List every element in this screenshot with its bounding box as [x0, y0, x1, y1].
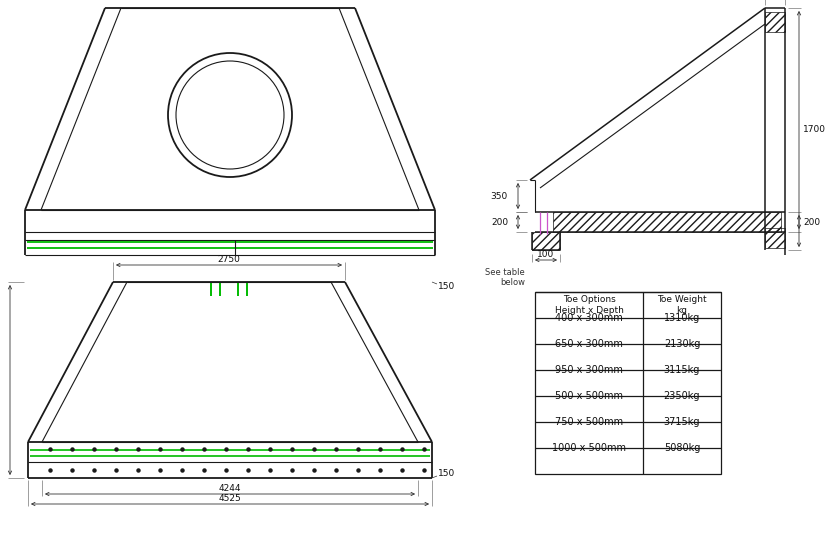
Text: 1310kg: 1310kg: [663, 313, 700, 323]
Bar: [764, 12, 784, 32]
Bar: [534, 292, 720, 474]
Text: 650 x 300mm: 650 x 300mm: [555, 339, 622, 349]
Text: 1000 x 500mm: 1000 x 500mm: [551, 443, 625, 453]
Text: 2130kg: 2130kg: [663, 339, 700, 349]
Text: 150: 150: [437, 282, 455, 290]
Text: 4244: 4244: [219, 484, 241, 493]
Bar: [532, 232, 560, 250]
Text: 5080kg: 5080kg: [663, 443, 700, 453]
Text: Toe Weight
kg: Toe Weight kg: [657, 295, 706, 315]
Bar: [552, 212, 780, 232]
Text: 750 x 500mm: 750 x 500mm: [554, 417, 623, 427]
Text: 2350kg: 2350kg: [663, 391, 700, 401]
Text: 400 x 300mm: 400 x 300mm: [555, 313, 622, 323]
Text: 950 x 300mm: 950 x 300mm: [555, 365, 622, 375]
Text: 1700: 1700: [802, 124, 825, 134]
Text: 350: 350: [490, 191, 508, 201]
Text: 3115kg: 3115kg: [663, 365, 700, 375]
Text: Toe Options
Height x Depth: Toe Options Height x Depth: [554, 295, 623, 315]
Bar: [764, 228, 784, 248]
Text: 500 x 500mm: 500 x 500mm: [554, 391, 623, 401]
Text: 4525: 4525: [219, 494, 241, 503]
Text: 150: 150: [437, 470, 455, 478]
Text: 200: 200: [802, 217, 819, 227]
Text: 200: 200: [490, 217, 508, 227]
Text: 100: 100: [537, 250, 554, 259]
Text: See table
below: See table below: [484, 268, 524, 288]
Text: 3715kg: 3715kg: [663, 417, 700, 427]
Text: 2750: 2750: [217, 255, 240, 264]
